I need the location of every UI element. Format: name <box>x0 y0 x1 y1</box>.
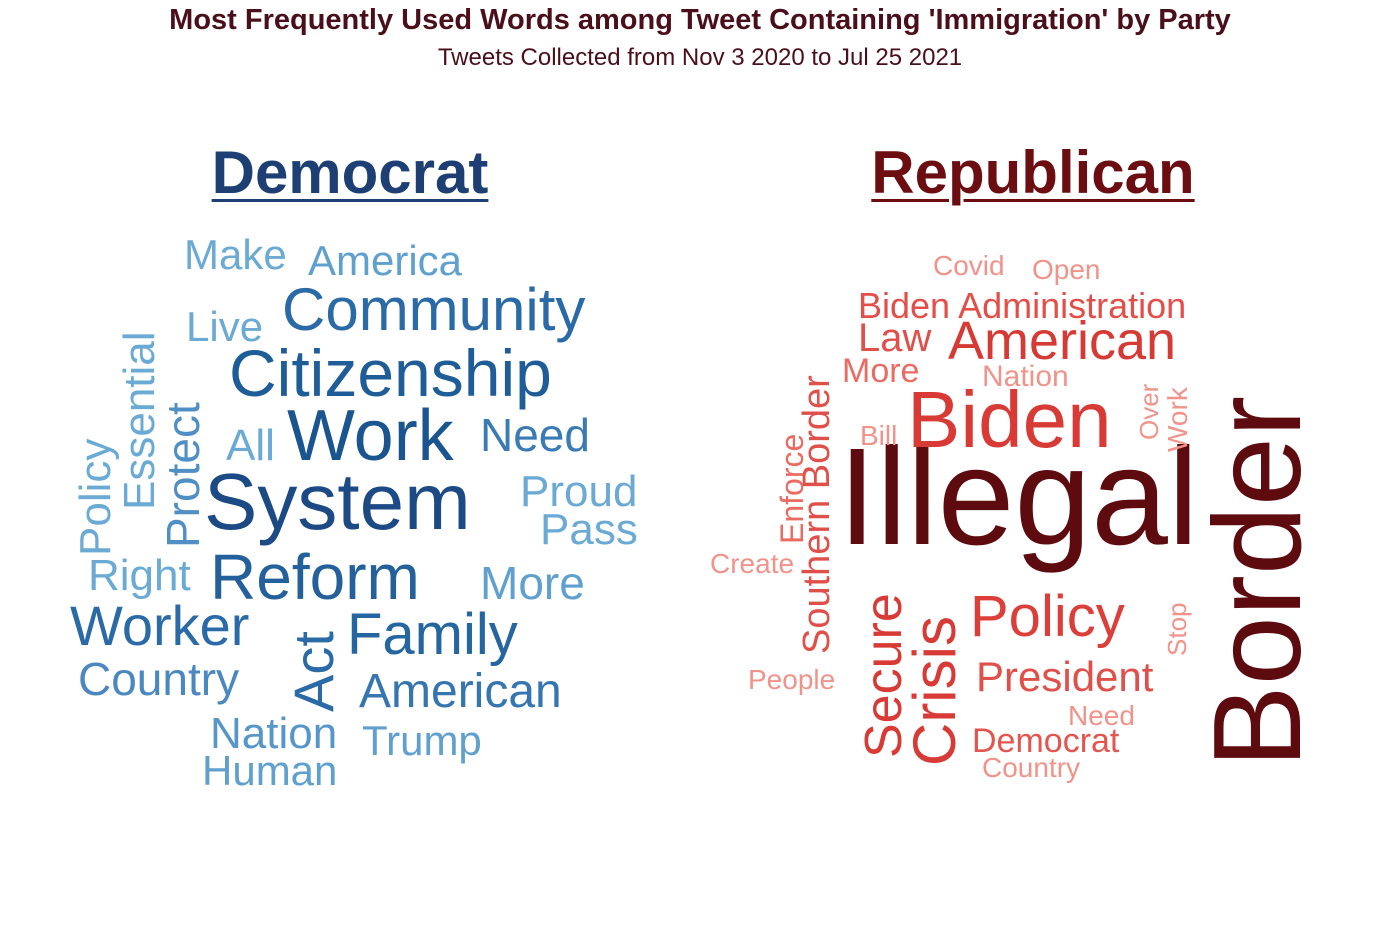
republican-word-need: Need <box>1068 700 1135 731</box>
democrat-word-worker: Worker <box>70 594 250 657</box>
republican-word-illegal: Illegal <box>838 420 1199 574</box>
democrat-word-policy: Policy <box>71 438 120 556</box>
republican-word-open: Open <box>1032 254 1101 285</box>
democrat-word-more: More <box>480 557 585 609</box>
republican-word-people: People <box>748 664 836 695</box>
democrat-word-act: Act <box>282 631 345 712</box>
democrat-word-reform: Reform <box>210 541 420 613</box>
democrat-word-pass: Pass <box>540 505 638 554</box>
democrat-word-essential: Essential <box>115 331 164 510</box>
democrat-panel-title: Democrat <box>211 139 489 206</box>
republican-word-law: Law <box>858 316 932 360</box>
republican-word-over: Over <box>1134 383 1164 440</box>
figure-subtitle: Tweets Collected from Nov 3 2020 to Jul … <box>437 44 963 71</box>
republican-word-work: Work <box>1162 387 1193 452</box>
republican-word-biden: Biden <box>907 375 1112 464</box>
democrat-word-cloud: System Work Citizenship Reform Family Communi… <box>70 231 638 794</box>
republican-word-create: Create <box>710 548 795 579</box>
democrat-word-america: America <box>308 237 463 284</box>
democrat-word-system: System <box>204 457 471 546</box>
democrat-word-make: Make <box>184 231 287 278</box>
republican-word-president: President <box>976 653 1154 700</box>
democrat-word-community: Community <box>282 276 586 343</box>
figure-title: Most Frequently Used Words among Tweet C… <box>169 4 1231 36</box>
democrat-word-nation: Nation <box>210 709 338 758</box>
republican-word-bill: Bill <box>860 420 898 451</box>
democrat-word-all: All <box>226 421 275 470</box>
democrat-word-country: Country <box>78 653 240 705</box>
republican-word-democrat: Democrat <box>972 722 1120 760</box>
democrat-word-citizenship: Citizenship <box>229 336 552 410</box>
republican-word-crisis: Crisis <box>901 616 968 766</box>
democrat-word-live: Live <box>186 303 264 350</box>
republican-word-border: Border <box>1189 395 1327 768</box>
democrat-word-american: American <box>359 665 562 718</box>
republican-word-covid: Covid <box>933 250 1005 281</box>
democrat-word-proud: Proud <box>520 467 638 516</box>
republican-panel-title: Republican <box>871 139 1195 206</box>
democrat-word-need: Need <box>480 409 590 461</box>
republican-word-country: Country <box>982 752 1081 783</box>
republican-word-cloud: Illegal Border Biden American Crisis Policy Se… <box>700 0 1400 931</box>
republican-word-policy: Policy <box>970 584 1125 649</box>
republican-word-secure: Secure <box>855 593 913 758</box>
republican-word-nation: Nation <box>982 360 1069 393</box>
republican-word-enforce: Enforce <box>774 433 810 544</box>
democrat-word-protect: Protect <box>157 402 209 548</box>
republican-word-biden-administration: Biden Administration <box>858 285 1187 326</box>
republican-word-american: American <box>948 311 1177 371</box>
republican-word-stop: Stop <box>1162 602 1192 657</box>
democrat-word-family: Family <box>347 602 518 667</box>
democrat-word-human: Human <box>202 747 338 794</box>
democrat-word-trump: Trump <box>362 717 482 764</box>
republican-word-more: More <box>842 352 920 390</box>
democrat-word-right: Right <box>88 551 191 600</box>
democrat-word-work: Work <box>287 396 454 476</box>
